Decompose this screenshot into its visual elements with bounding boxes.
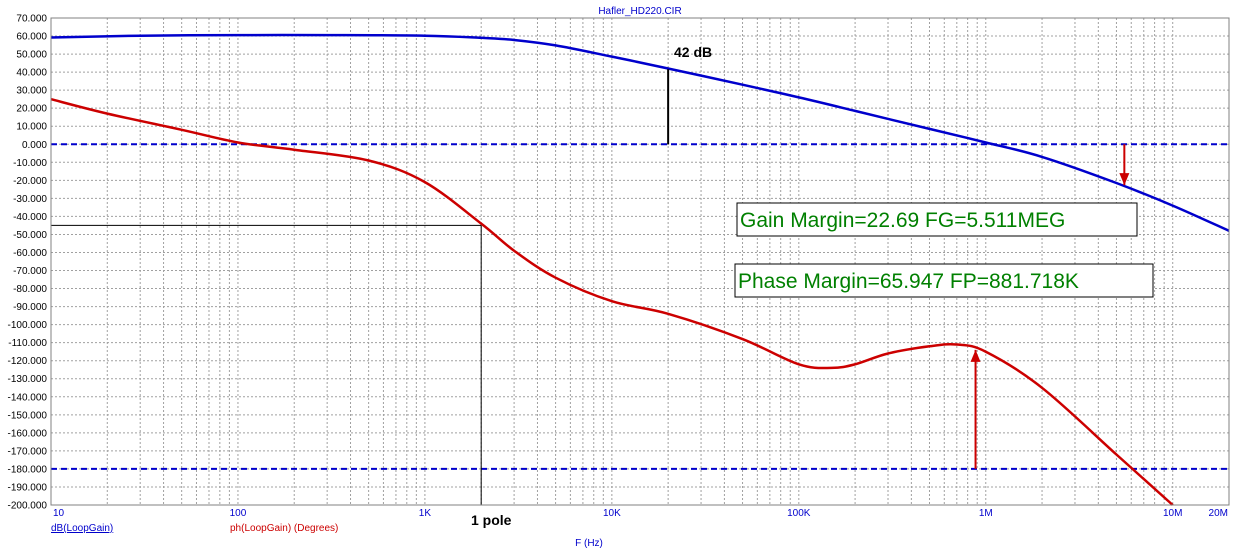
y-tick-label: -150.000 <box>8 410 48 421</box>
y-tick-label: 30.000 <box>16 86 47 97</box>
y-tick-label: -140.000 <box>8 392 48 403</box>
gain-margin-text: Gain Margin=22.69 FG=5.511MEG <box>740 209 1065 232</box>
y-tick-label: 10.000 <box>16 122 47 133</box>
y-tick-label: 20.000 <box>16 104 47 115</box>
gain-margin-box: Gain Margin=22.69 FG=5.511MEG <box>736 202 1138 237</box>
y-tick-label: -10.000 <box>13 158 47 169</box>
y-tick-label: -60.000 <box>13 248 47 259</box>
legend-db-loopgain[interactable]: dB(LoopGain) <box>51 523 113 534</box>
x-tick-label: 10 <box>53 508 65 519</box>
y-tick-label: -120.000 <box>8 356 48 367</box>
x-tick-label: 100K <box>787 508 811 519</box>
y-tick-label: -160.000 <box>8 428 48 439</box>
y-tick-label: -20.000 <box>13 176 47 187</box>
y-tick-label: -130.000 <box>8 374 48 385</box>
y-tick-label: -90.000 <box>13 302 47 313</box>
plot-background <box>51 18 1229 505</box>
y-tick-label: 40.000 <box>16 68 47 79</box>
y-tick-label: 70.000 <box>16 14 47 25</box>
y-tick-label: -50.000 <box>13 230 47 241</box>
x-tick-label: 20M <box>1209 508 1228 519</box>
y-tick-label: -190.000 <box>8 482 48 493</box>
y-tick-label: -180.000 <box>8 464 48 475</box>
plot-frame <box>50 17 1230 506</box>
gain-db-annotation: 42 dB <box>674 44 712 60</box>
x-axis-label: F (Hz) <box>575 538 603 549</box>
x-tick-label: 1M <box>979 508 993 519</box>
pole-annotation: 1 pole <box>471 512 512 528</box>
legend-ph-loopgain[interactable]: ph(LoopGain) (Degrees) <box>230 523 338 534</box>
x-tick-label: 10M <box>1163 508 1182 519</box>
series-line-db-loopgain <box>50 33 1230 232</box>
marker-arrow-head <box>970 349 981 362</box>
markers <box>51 69 1130 505</box>
phase-margin-box: Phase Margin=65.947 FP=881.718K <box>734 263 1154 298</box>
chart-title: Hafler_HD220.CIR <box>598 6 681 17</box>
y-tick-label: -40.000 <box>13 212 47 223</box>
y-tick-label: -170.000 <box>8 446 48 457</box>
y-tick-label: -30.000 <box>13 194 47 205</box>
x-tick-label: 100 <box>230 508 247 519</box>
x-tick-labels: 10 100 1K 10K 100K 1M 10M 20M <box>53 508 1228 519</box>
y-tick-label: -100.000 <box>8 320 48 331</box>
x-tick-label: 1K <box>419 508 432 519</box>
y-tick-label: -200.000 <box>8 501 48 512</box>
y-tick-label: -110.000 <box>8 338 47 349</box>
phase-margin-text: Phase Margin=65.947 FP=881.718K <box>738 270 1079 293</box>
y-tick-label: 60.000 <box>16 32 47 43</box>
marker-arrow-head <box>1119 173 1130 186</box>
grid <box>50 17 1230 506</box>
y-tick-label: 50.000 <box>16 50 47 61</box>
series-line-ph-loopgain <box>50 97 1174 506</box>
y-tick-label: -70.000 <box>13 266 47 277</box>
y-tick-label: 0.000 <box>22 140 47 151</box>
y-tick-labels: 70.000 60.000 50.000 40.000 30.000 20.000 10.0… <box>8 14 48 512</box>
reference-lines <box>51 143 1229 470</box>
x-tick-label: 10K <box>603 508 621 519</box>
y-tick-label: -80.000 <box>13 284 47 295</box>
series-lines <box>50 33 1230 506</box>
